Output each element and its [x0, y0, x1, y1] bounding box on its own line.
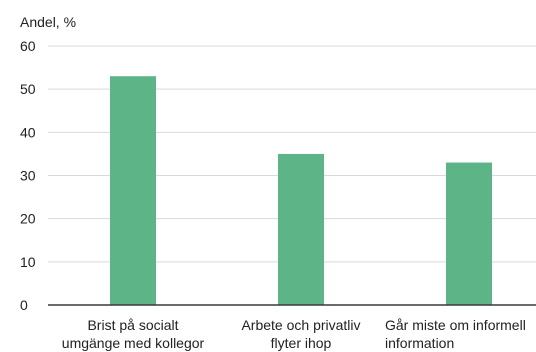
y-tick-label: 30	[20, 168, 36, 184]
y-axis-unit-label: Andel, %	[20, 14, 76, 30]
bars	[110, 76, 492, 305]
y-tick-label: 0	[20, 297, 28, 313]
y-tick-label: 40	[20, 124, 36, 140]
category-label: flyter ihop	[271, 335, 332, 351]
category-label: Brist på socialt	[87, 317, 178, 333]
category-label: Går miste om informell	[385, 317, 526, 333]
y-tick-label: 10	[20, 254, 36, 270]
category-labels: Brist på socialt umgänge med kollegor Arbe…	[62, 317, 526, 351]
bar	[446, 162, 492, 305]
category-label: Arbete och privatliv	[241, 317, 360, 333]
y-tick-label: 60	[20, 38, 36, 54]
y-tick-label: 50	[20, 81, 36, 97]
category-label: umgänge med kollegor	[62, 335, 205, 351]
bar	[278, 153, 324, 305]
y-tick-labels: 0 10 20 30 40 50 60	[20, 38, 36, 313]
category-label: information	[385, 335, 454, 351]
y-tick-label: 20	[20, 211, 36, 227]
bar	[110, 76, 156, 305]
